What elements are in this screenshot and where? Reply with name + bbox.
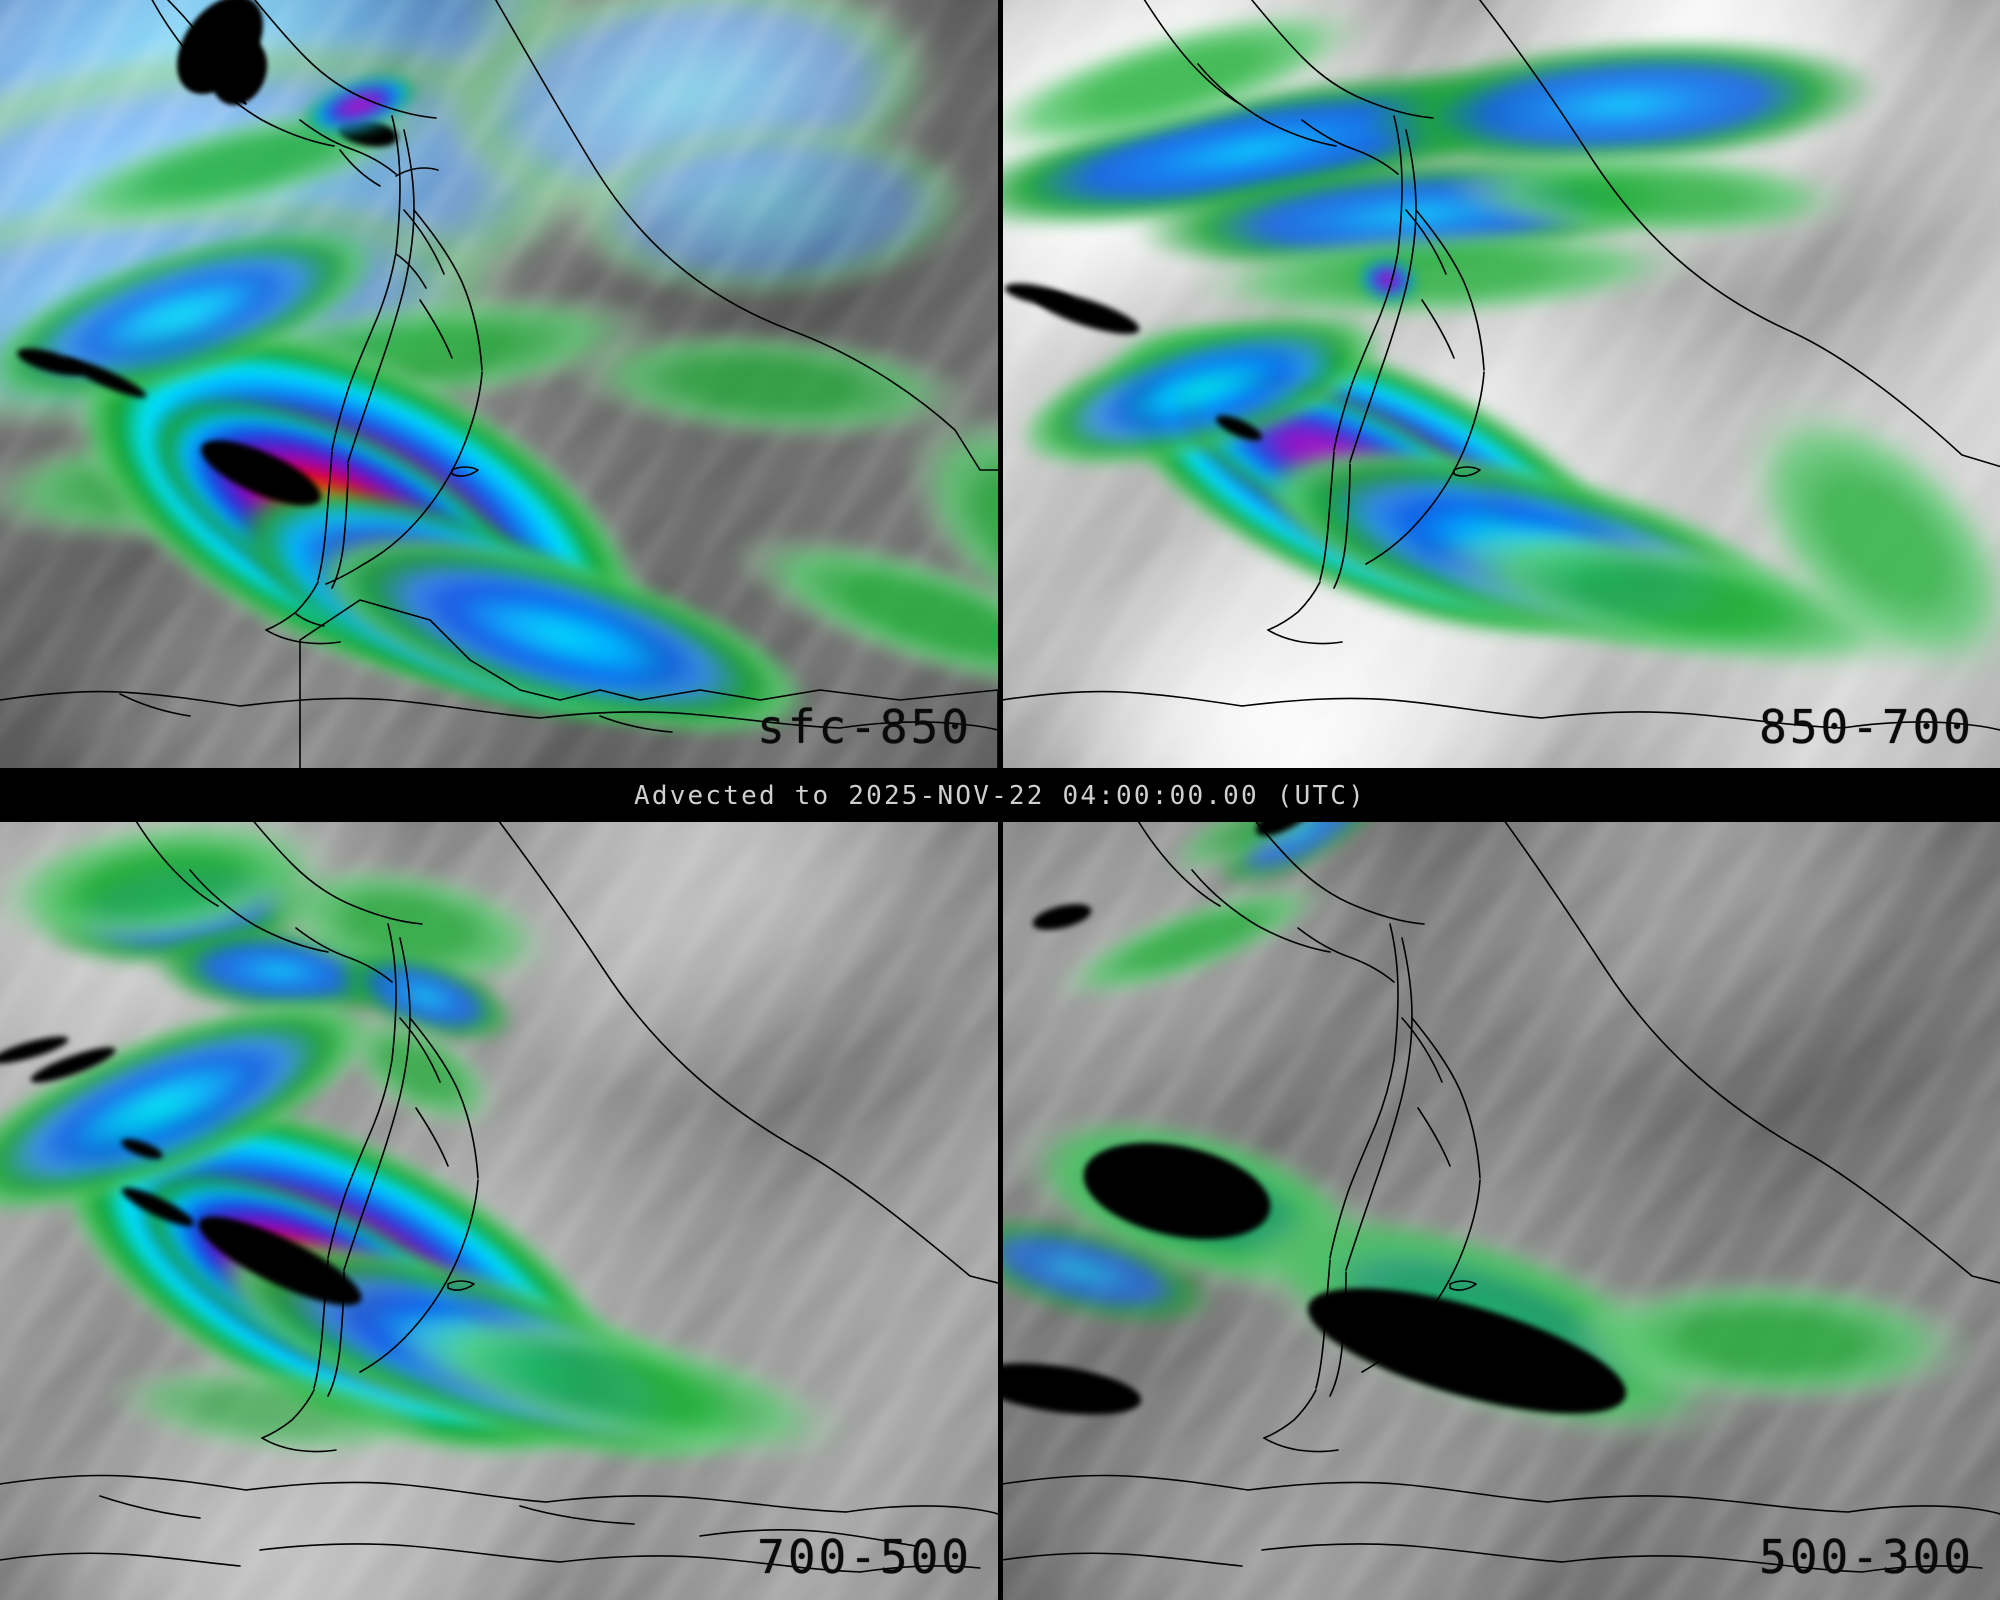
advection-timestamp: Advected to 2025-NOV-22 04:00:00.00 (UTC…	[634, 781, 1366, 811]
satellite-image-850-700: 850-700	[1002, 0, 2000, 770]
panel-label-500-300: 500-300	[1759, 1530, 1974, 1584]
satellite-image-500-300: 500-300	[1002, 806, 2000, 1600]
satellite-image-700-500: 700-500	[0, 806, 998, 1600]
panel-label-700-500: 700-500	[757, 1530, 972, 1584]
caption-band: Advected to 2025-NOV-22 04:00:00.00 (UTC…	[0, 770, 2000, 822]
panel-850-700[interactable]: 850-700	[1002, 0, 2000, 770]
panel-label-sfc-850: sfc-850	[757, 700, 972, 754]
panel-sfc-850[interactable]: sfc-850	[0, 0, 998, 770]
panel-700-500[interactable]: 700-500	[0, 806, 998, 1600]
panel-500-300[interactable]: 500-300	[1002, 806, 2000, 1600]
panel-label-850-700: 850-700	[1759, 700, 1974, 754]
satellite-image-sfc-850: sfc-850	[0, 0, 998, 770]
